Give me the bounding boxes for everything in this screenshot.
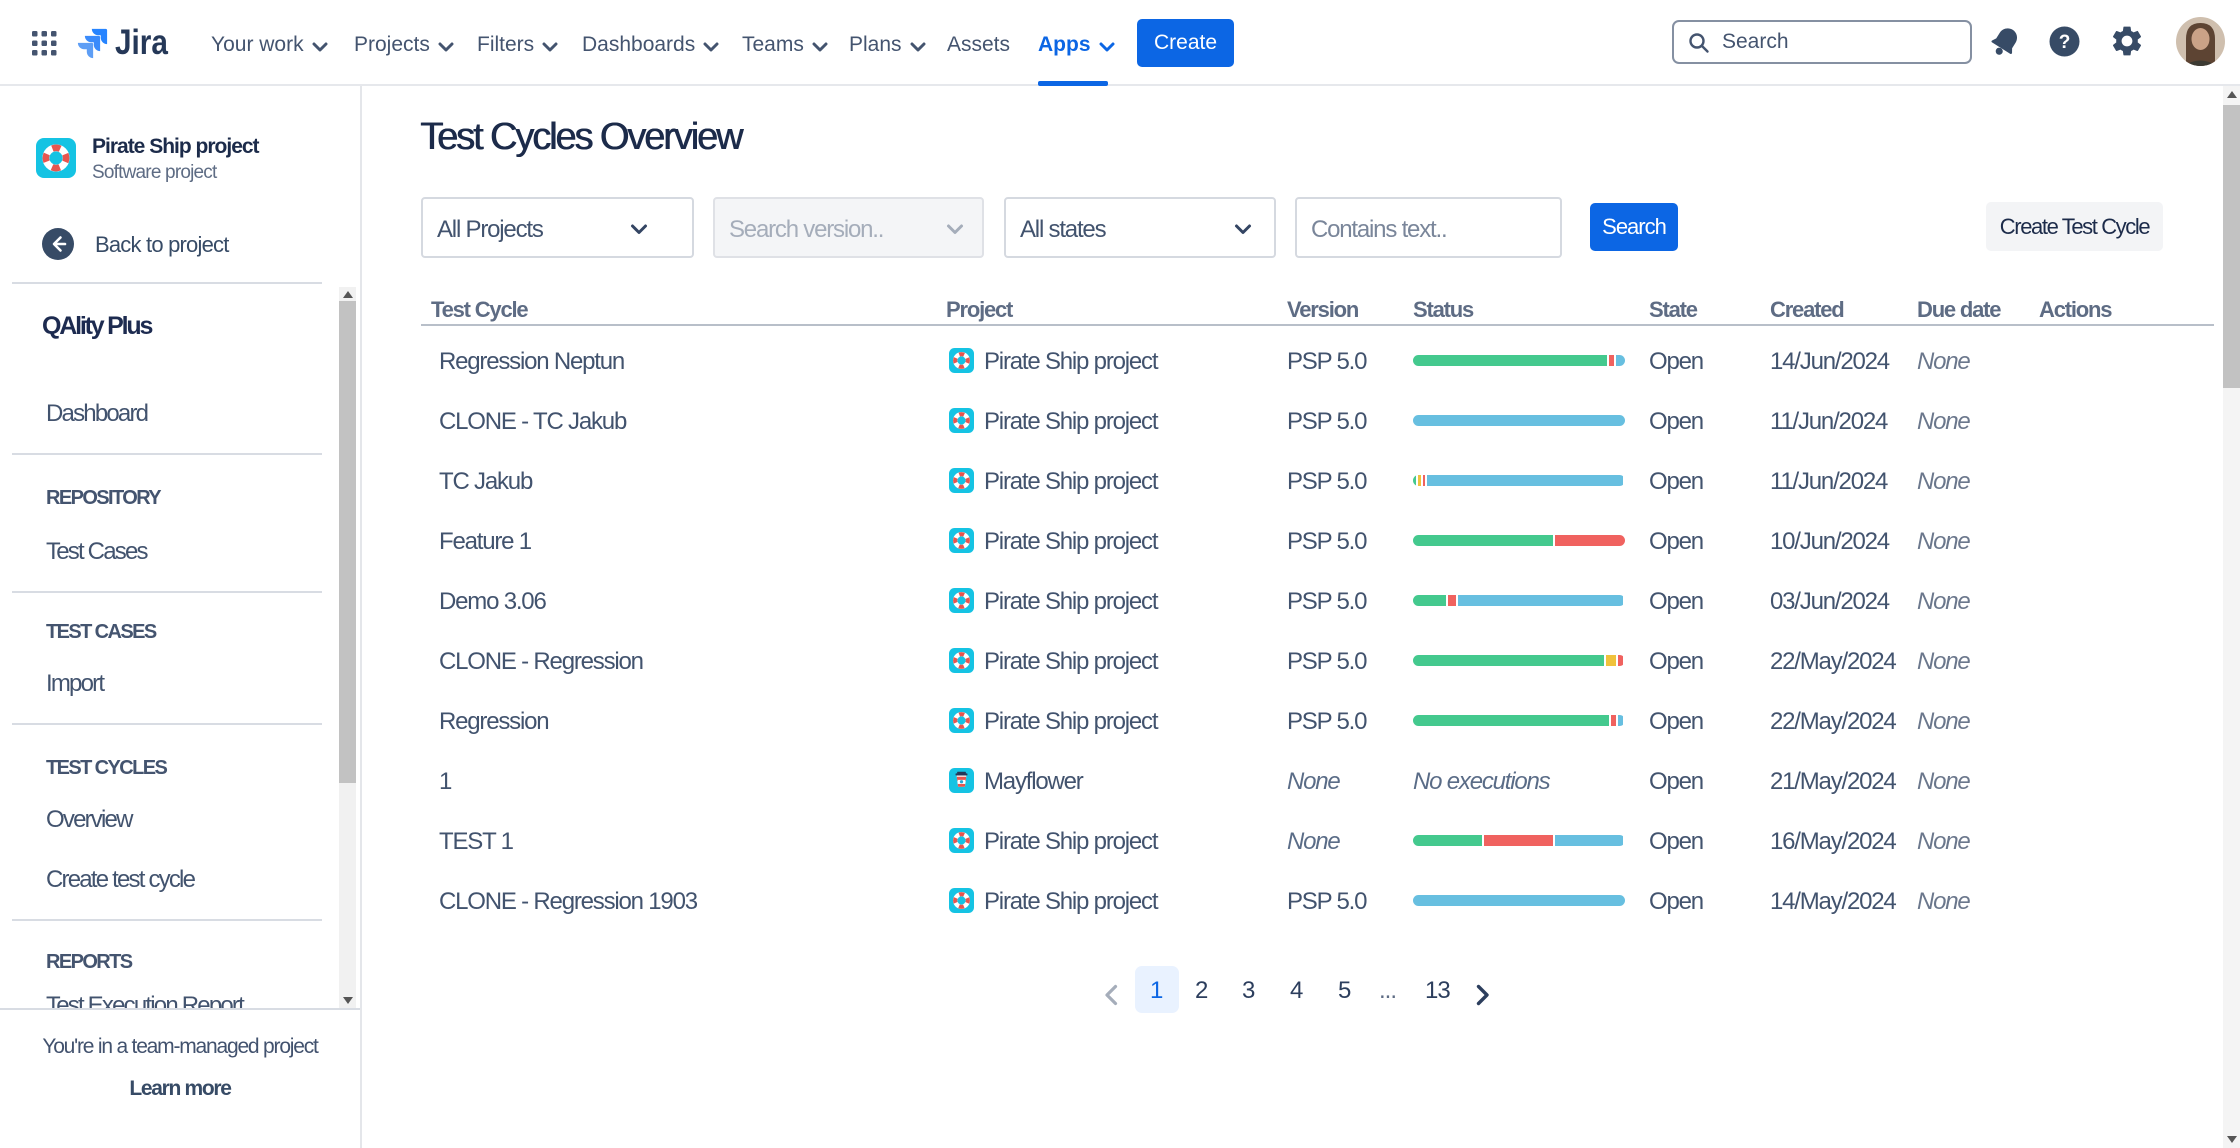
svg-text:?: ? bbox=[2059, 32, 2071, 53]
